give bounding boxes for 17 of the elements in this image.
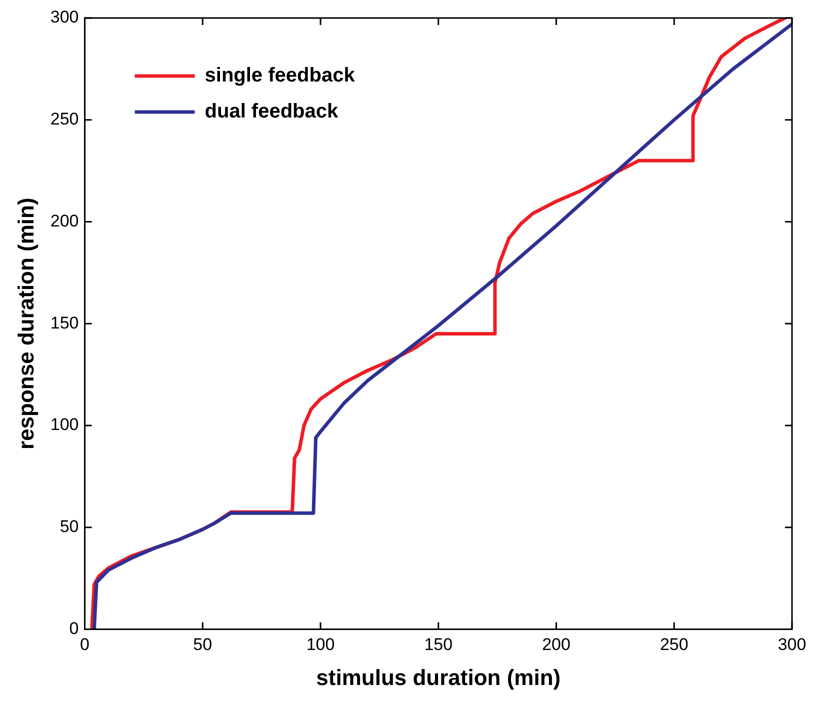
legend-label: dual feedback (204, 100, 340, 123)
x-tick-label: 150 (424, 635, 453, 654)
y-axis-title: response duration (min) (13, 198, 38, 450)
y-tick-label: 300 (50, 8, 79, 27)
x-tick-label: 200 (542, 635, 570, 654)
x-tick-label: 100 (306, 635, 335, 654)
y-tick-label: 150 (50, 313, 79, 332)
x-tick-label: 300 (778, 635, 806, 654)
y-tick-label: 250 (50, 110, 79, 129)
x-tick-label: 250 (660, 635, 688, 654)
x-axis-title: stimulus duration (min) (316, 664, 561, 690)
legend-label: single feedback (204, 64, 356, 87)
x-tick-label: 50 (193, 635, 212, 654)
y-tick-label: 200 (50, 211, 79, 230)
y-tick-label: 50 (60, 517, 79, 536)
y-tick-label: 0 (69, 618, 79, 638)
y-tick-label: 100 (50, 415, 79, 434)
